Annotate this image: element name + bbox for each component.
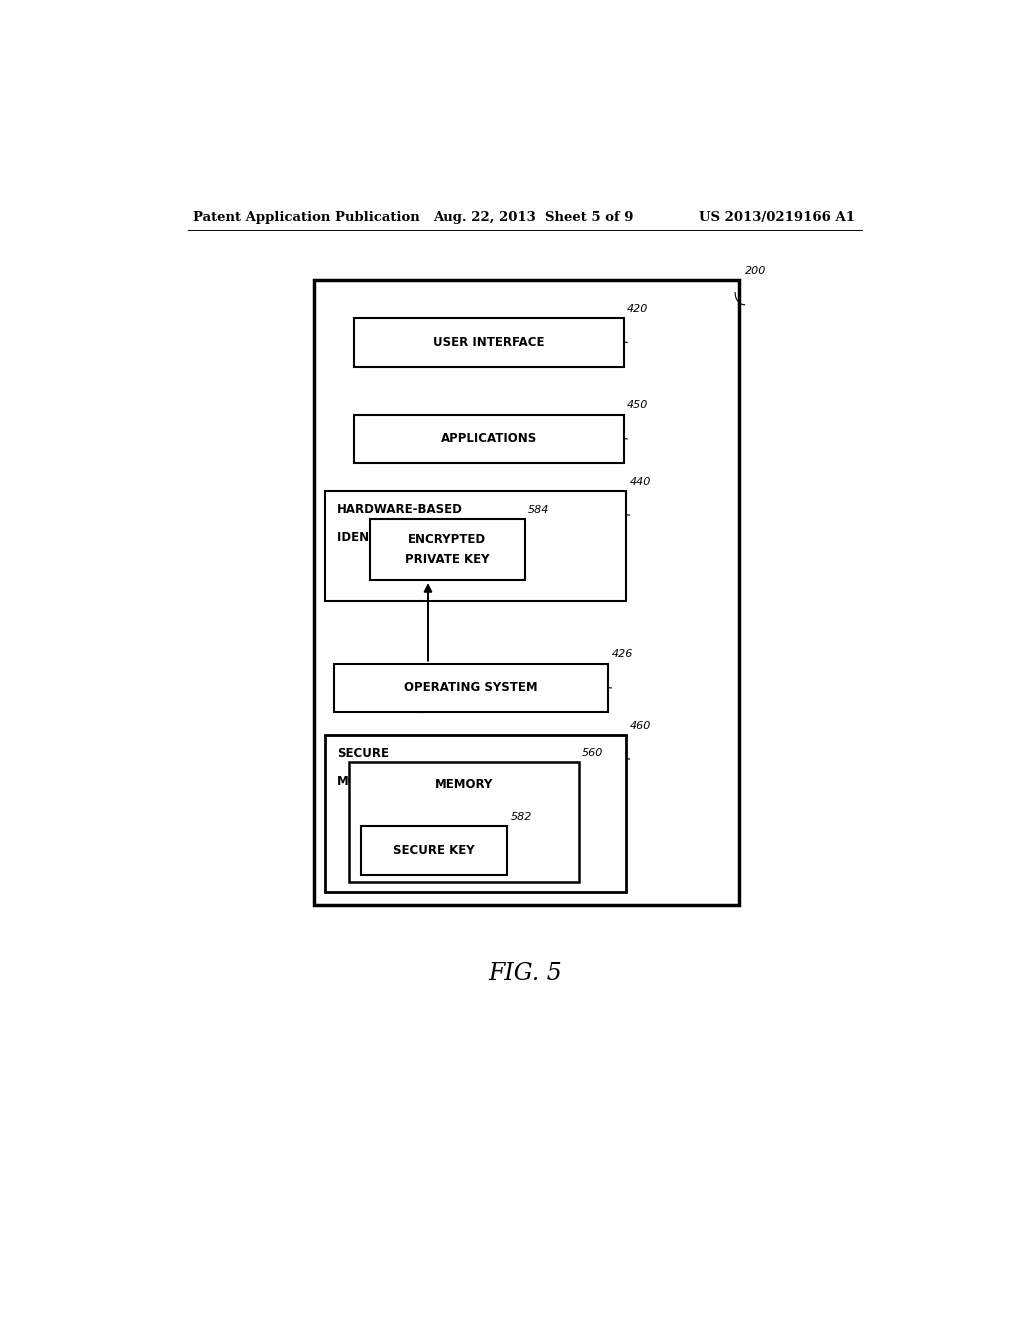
Bar: [354, 318, 624, 367]
Text: OPERATING SYSTEM: OPERATING SYSTEM: [404, 681, 538, 694]
Text: 420: 420: [627, 304, 648, 314]
Text: SECURE: SECURE: [337, 747, 389, 760]
Bar: [334, 664, 608, 713]
Text: SECURE KEY: SECURE KEY: [393, 843, 475, 857]
Text: 582: 582: [511, 812, 531, 822]
Bar: [354, 414, 624, 463]
Text: US 2013/0219166 A1: US 2013/0219166 A1: [699, 211, 855, 224]
Text: MODULE: MODULE: [337, 775, 393, 788]
Bar: [348, 762, 579, 882]
Text: 200: 200: [744, 267, 766, 276]
Text: 426: 426: [611, 649, 633, 660]
Text: ENCRYPTED: ENCRYPTED: [409, 533, 486, 546]
Text: Patent Application Publication: Patent Application Publication: [194, 211, 420, 224]
Text: 440: 440: [630, 477, 651, 487]
Text: 584: 584: [528, 506, 549, 515]
Bar: [325, 735, 627, 892]
Bar: [360, 826, 507, 875]
Text: 450: 450: [627, 400, 648, 411]
Text: 460: 460: [630, 721, 651, 731]
Text: PRIVATE KEY: PRIVATE KEY: [406, 553, 489, 566]
Text: Aug. 22, 2013  Sheet 5 of 9: Aug. 22, 2013 Sheet 5 of 9: [433, 211, 634, 224]
Text: IDENTITY MANAGER: IDENTITY MANAGER: [337, 532, 469, 544]
Bar: [325, 491, 627, 601]
Text: HARDWARE-BASED: HARDWARE-BASED: [337, 503, 463, 516]
Text: 560: 560: [582, 748, 603, 758]
Text: USER INTERFACE: USER INTERFACE: [433, 335, 545, 348]
Text: FIG. 5: FIG. 5: [487, 962, 562, 985]
Text: MEMORY: MEMORY: [434, 779, 493, 792]
Text: APPLICATIONS: APPLICATIONS: [441, 433, 538, 445]
Bar: [314, 280, 739, 906]
Bar: [370, 519, 524, 581]
